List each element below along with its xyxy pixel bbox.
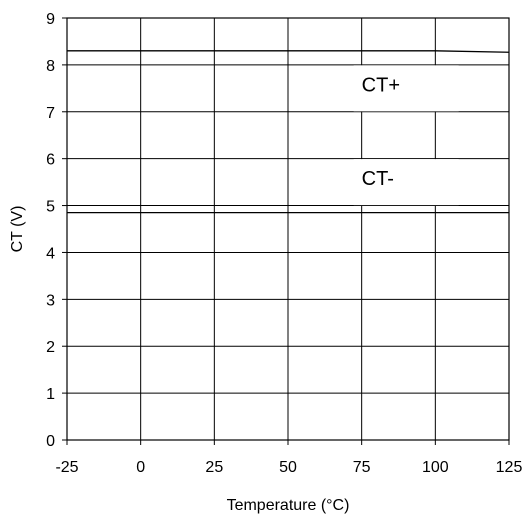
y-tick-labels: 0 1 2 3 4 5 6 7 8 9 [46, 11, 55, 450]
x-tick-label: 50 [279, 459, 297, 476]
y-tick-label: 7 [46, 105, 55, 122]
series-label: CT- [362, 168, 394, 190]
x-tick-label: 125 [496, 459, 523, 476]
y-tick-label: 4 [46, 245, 55, 262]
x-tick-label: 100 [422, 459, 449, 476]
y-axis-label: CT (V) [9, 206, 26, 253]
y-tick-label: 6 [46, 152, 55, 169]
series-annotations: CT+ CT- [353, 65, 459, 206]
y-tick-label: 3 [46, 292, 55, 309]
x-tick-label: 75 [353, 459, 371, 476]
x-tick-labels: -25 0 25 50 75 100 125 [55, 459, 522, 476]
series-label: CT+ [362, 74, 400, 96]
annotation-box [353, 65, 459, 112]
series-lines [67, 50, 510, 214]
y-tick-label: 9 [46, 11, 55, 28]
series-line-ctplus [67, 50, 510, 53]
y-tick-label: 5 [46, 199, 55, 216]
annotation-box [353, 159, 459, 206]
y-tick-label: 2 [46, 339, 55, 356]
x-tick-label: -25 [55, 459, 78, 476]
y-tick-label: 0 [46, 433, 55, 450]
y-tick-label: 8 [46, 58, 55, 75]
x-tick-label: 25 [205, 459, 223, 476]
x-axis-label: Temperature (°C) [227, 497, 350, 514]
plot-frame [66, 17, 510, 441]
y-tick-label: 1 [46, 386, 55, 403]
x-tick-label: 0 [136, 459, 145, 476]
